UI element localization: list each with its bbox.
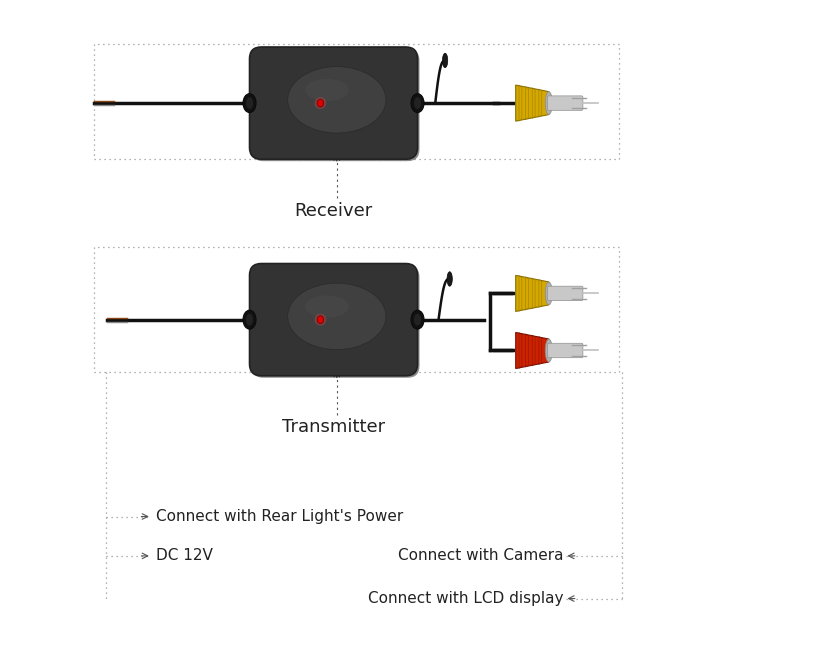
FancyBboxPatch shape xyxy=(547,343,583,358)
FancyBboxPatch shape xyxy=(249,47,417,159)
Text: Connect with LCD display: Connect with LCD display xyxy=(368,591,564,606)
Text: Connect with Camera: Connect with Camera xyxy=(398,548,564,563)
Polygon shape xyxy=(515,85,549,121)
Polygon shape xyxy=(533,88,535,119)
Ellipse shape xyxy=(443,53,447,68)
FancyBboxPatch shape xyxy=(249,264,417,376)
Polygon shape xyxy=(515,332,549,368)
Ellipse shape xyxy=(243,310,256,329)
FancyBboxPatch shape xyxy=(547,96,583,110)
Ellipse shape xyxy=(288,67,386,133)
FancyBboxPatch shape xyxy=(547,286,583,301)
Polygon shape xyxy=(526,277,528,310)
Polygon shape xyxy=(519,332,522,368)
Ellipse shape xyxy=(546,339,552,362)
Text: Transmitter: Transmitter xyxy=(282,418,385,436)
FancyBboxPatch shape xyxy=(251,266,420,378)
Polygon shape xyxy=(519,85,522,121)
Bar xyxy=(94,44,619,159)
Ellipse shape xyxy=(243,94,256,113)
Ellipse shape xyxy=(314,314,326,326)
Ellipse shape xyxy=(414,97,421,109)
Ellipse shape xyxy=(546,282,552,305)
Text: Connect with Rear Light's Power: Connect with Rear Light's Power xyxy=(156,509,403,524)
Polygon shape xyxy=(515,275,549,312)
Polygon shape xyxy=(539,89,542,117)
Polygon shape xyxy=(533,278,535,309)
Ellipse shape xyxy=(411,94,424,113)
Ellipse shape xyxy=(546,92,552,115)
Polygon shape xyxy=(539,336,542,364)
FancyBboxPatch shape xyxy=(251,49,420,161)
Ellipse shape xyxy=(305,295,348,318)
Ellipse shape xyxy=(246,97,253,109)
Text: Receiver: Receiver xyxy=(294,202,373,219)
Ellipse shape xyxy=(414,314,421,326)
Ellipse shape xyxy=(317,99,324,107)
Polygon shape xyxy=(533,335,535,366)
Polygon shape xyxy=(539,279,542,308)
Text: DC 12V: DC 12V xyxy=(156,548,213,563)
Bar xyxy=(94,248,619,372)
Ellipse shape xyxy=(305,79,348,101)
Ellipse shape xyxy=(288,283,386,349)
Ellipse shape xyxy=(246,314,253,326)
Polygon shape xyxy=(526,333,528,367)
Ellipse shape xyxy=(447,272,452,286)
Polygon shape xyxy=(526,86,528,120)
Ellipse shape xyxy=(314,97,326,109)
Polygon shape xyxy=(519,275,522,312)
Ellipse shape xyxy=(317,316,324,324)
Ellipse shape xyxy=(411,310,424,329)
